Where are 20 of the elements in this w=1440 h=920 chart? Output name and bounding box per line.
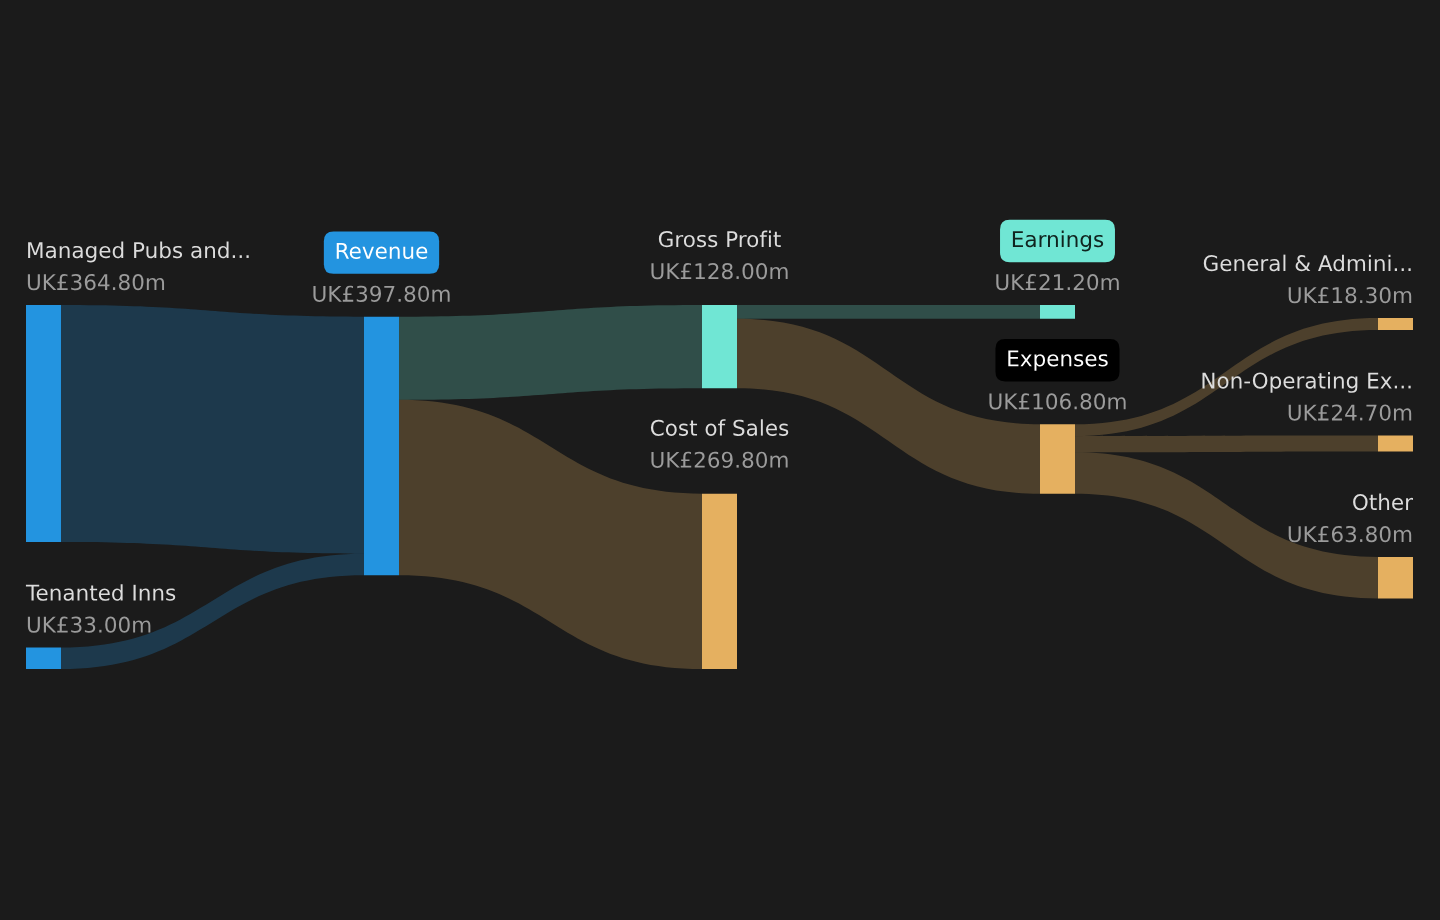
data-label: UK£364.80m <box>27 273 165 291</box>
data-label: UK£269.80m <box>651 451 788 468</box>
category-label: General & Admini... <box>1203 254 1411 272</box>
category-label: Cost of Sales <box>650 419 789 436</box>
data-label: UK£18.30m <box>1288 287 1412 304</box>
data-label: UK£128.00m <box>651 262 788 280</box>
data-label: UK£63.80m <box>1288 525 1412 543</box>
category-label: Managed Pubs and... <box>28 241 249 263</box>
category-label: Other <box>1353 493 1413 511</box>
data-label: UK£106.80m <box>989 393 1126 410</box>
category-label: Tenanted Inns <box>25 584 176 601</box>
data-label: UK£21.20m <box>996 273 1119 291</box>
data-label: UK£397.80m <box>313 285 450 302</box>
data-label: UK£24.70m <box>1288 404 1412 421</box>
data-label: UK£33.00m <box>27 616 151 633</box>
category-label: Expenses <box>1008 350 1108 371</box>
category-label: Earnings <box>1012 230 1104 252</box>
category-label: Non-Operating Ex... <box>1202 372 1411 393</box>
category-label: Revenue <box>336 242 428 259</box>
category-label: Gross Profit <box>658 230 781 248</box>
